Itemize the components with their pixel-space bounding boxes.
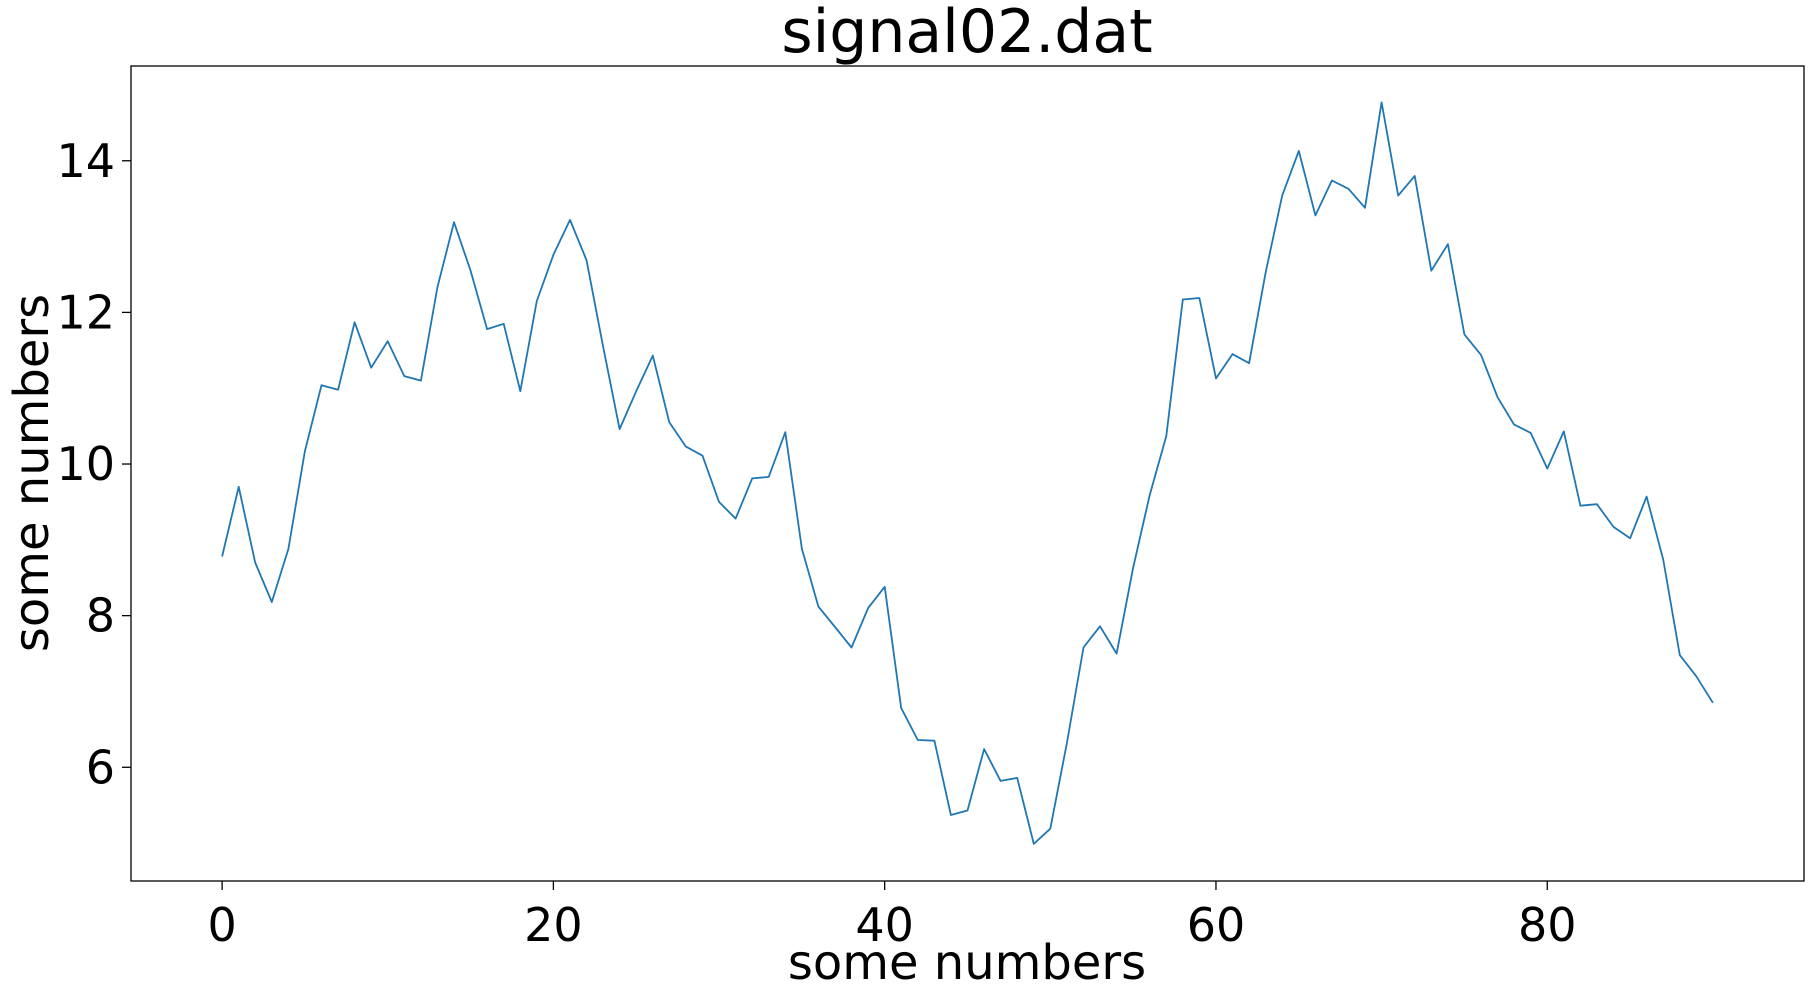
- y-tick-label: 10: [56, 437, 115, 491]
- x-tick-label: 60: [1187, 898, 1246, 952]
- x-tick-label: 40: [855, 898, 914, 952]
- x-tick-label: 20: [524, 898, 583, 952]
- series-line-0: [221, 101, 1714, 845]
- plot-area: [221, 101, 1714, 845]
- chart-title: signal02.dat: [781, 0, 1152, 67]
- x-axis: 0 20 40 60 80: [207, 881, 1577, 952]
- y-tick-label: 12: [56, 285, 115, 339]
- plot-frame: [130, 65, 1805, 882]
- y-axis: 6 8 10 12 14: [56, 134, 131, 794]
- x-axis-label: some numbers: [788, 935, 1146, 991]
- x-tick-label: 80: [1518, 898, 1577, 952]
- y-axis-label: some numbers: [4, 294, 60, 652]
- y-tick-label: 8: [86, 589, 115, 643]
- y-tick-label: 6: [86, 740, 115, 794]
- y-tick-label: 14: [56, 134, 115, 188]
- x-tick-label: 0: [207, 898, 236, 952]
